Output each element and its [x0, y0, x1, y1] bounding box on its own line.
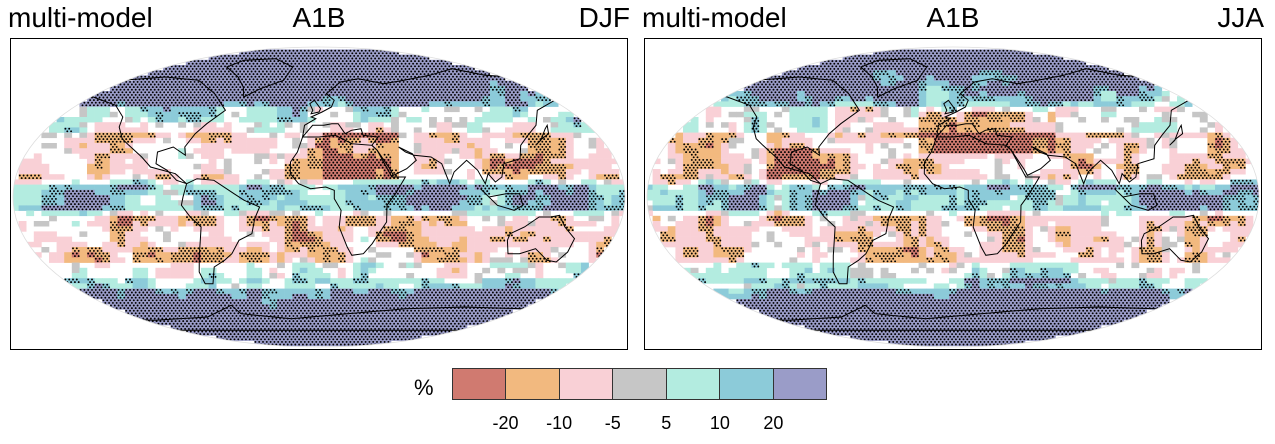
map-panel-jja: multi-model A1B JJA	[642, 0, 1264, 356]
legend-tick-label: 5	[661, 413, 672, 433]
coastline	[480, 188, 524, 211]
coastline	[506, 214, 576, 263]
coastline	[935, 68, 1209, 186]
season-label: DJF	[578, 2, 630, 33]
legend-tick-label: 20	[763, 413, 784, 433]
coastline	[1169, 123, 1184, 146]
color-legend: % -20 -10 -5 5 10 20	[412, 366, 832, 440]
coastline	[225, 58, 294, 98]
legend-swatch	[613, 369, 667, 399]
significance-stippling	[18, 49, 625, 346]
precipitation-grid	[13, 49, 625, 347]
map-panel-djf: multi-model A1B DJF	[8, 0, 630, 356]
coastline	[535, 123, 550, 146]
legend-tick-label: -20	[492, 413, 519, 433]
scenario-label: A1B	[292, 2, 346, 33]
legend-swatch	[666, 369, 721, 399]
significance-stippling	[660, 49, 1259, 346]
legend-swatch	[720, 369, 774, 399]
coastline	[1140, 214, 1210, 263]
legend-swatch	[773, 369, 826, 399]
legend-tick-label: 10	[709, 413, 730, 433]
model-label: multi-model	[8, 2, 153, 33]
coastline	[814, 178, 895, 285]
map-outline	[12, 46, 626, 348]
coastline	[180, 178, 261, 285]
map-frame	[10, 38, 628, 350]
coastline	[72, 76, 227, 185]
coastline	[859, 58, 928, 98]
scenario-label: A1B	[926, 2, 980, 33]
map-outline	[646, 46, 1260, 348]
map-frame	[644, 38, 1262, 350]
coastline	[301, 68, 575, 186]
legend-unit-label: %	[414, 375, 434, 400]
precipitation-change-map	[646, 46, 1260, 348]
legend-swatch	[559, 369, 614, 399]
model-label: multi-model	[642, 2, 787, 33]
legend-swatch	[453, 369, 507, 399]
precipitation-grid	[647, 49, 1259, 347]
coastline	[943, 99, 956, 115]
coastline	[706, 76, 861, 185]
legend-tick-label: -5	[604, 413, 621, 433]
season-label: JJA	[1217, 2, 1264, 33]
coastline	[1114, 188, 1158, 211]
legend-swatch	[506, 369, 560, 399]
legend-colorbar	[452, 368, 827, 400]
precipitation-change-map	[12, 46, 626, 348]
legend-tick-label: -10	[546, 413, 573, 433]
coastline	[309, 99, 322, 115]
